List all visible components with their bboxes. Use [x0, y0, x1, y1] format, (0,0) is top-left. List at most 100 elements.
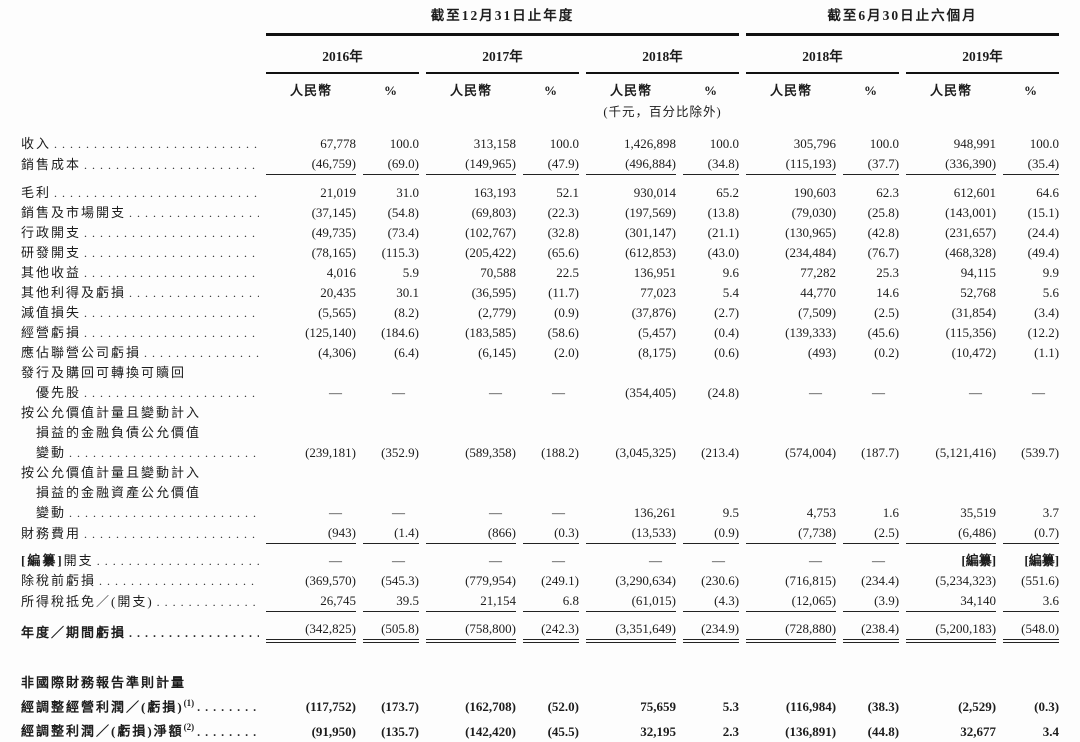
table-row: 年度／期間虧損(342,825)(505.8)(758,800)(242.3)(…: [21, 612, 1060, 643]
cell-percent: (49.4): [1027, 245, 1060, 260]
cell-percent: (249.1): [541, 573, 579, 588]
header-spacer: [21, 36, 259, 74]
cell-percent: [523, 643, 579, 693]
cell-percent: (188.2): [541, 445, 579, 460]
cell-percent: —: [392, 553, 405, 568]
cell-amount: (115,193): [746, 154, 837, 175]
cell-amount: 67,778: [320, 136, 356, 151]
cell-percent: (35.4): [1003, 154, 1060, 175]
cell-amount: (102,767): [465, 225, 516, 240]
cell-percent: —: [392, 385, 405, 400]
cell-amount: (7,509): [798, 305, 837, 320]
dot-leader: [126, 203, 259, 223]
row-label: 按公允價值計量且變動計入 損益的金融資產公允價值 變動: [21, 463, 259, 523]
cell-percent: 100.0: [1029, 136, 1060, 151]
currency-subheader: 人民幣: [289, 83, 332, 98]
cell-percent: (3.4): [1034, 305, 1060, 320]
year-header-row: 2016年 2017年 2018年 2018年 2019年: [21, 36, 1060, 74]
cell-amount: 1,426,898: [624, 136, 676, 151]
cell-amount: (91,950): [311, 723, 356, 739]
cell-amount: (612,853): [625, 245, 676, 260]
cell-percent: (4.3): [683, 591, 740, 612]
dot-leader: [81, 303, 259, 323]
cell-amount: 612,601: [953, 185, 997, 200]
cell-amount: 4,753: [806, 505, 837, 520]
cell-amount: (493): [807, 345, 837, 360]
cell-amount: (301,147): [625, 225, 676, 240]
currency-subheader: 人民幣: [770, 83, 813, 98]
cell-percent: 30.1: [396, 285, 419, 300]
cell-amount: 70,588: [480, 265, 516, 280]
cell-percent: (187.7): [861, 445, 900, 460]
cell-amount: (728,880): [746, 612, 837, 643]
table-row: 所得稅抵免／(開支) 26,745 39.5 21,154 6.8 (61,015) (4.…: [21, 591, 1060, 612]
cell-percent: (213.4): [701, 445, 740, 460]
cell-amount: (61,015): [586, 591, 676, 612]
row-label: 經調整利潤／(虧損)淨額(2): [21, 717, 259, 741]
cell-percent: (54.8): [387, 205, 419, 220]
cell-amount: [426, 643, 516, 693]
cell-amount: (139,333): [785, 325, 837, 340]
cell-amount: —: [329, 385, 342, 400]
cell-amount: (5,234,323): [935, 573, 997, 588]
cell-percent: 3.6: [1003, 591, 1060, 612]
cell-amount: (239,181): [305, 445, 356, 460]
cell-amount: (13,533): [586, 523, 676, 544]
cell-amount: (779,954): [465, 573, 516, 588]
cell-percent: —: [712, 553, 726, 568]
cell-percent: (11.7): [548, 285, 579, 300]
cell-percent: —: [552, 553, 565, 568]
row-label: 其他收益: [21, 263, 259, 283]
cell-amount: [編纂]: [961, 553, 997, 568]
cell-percent: (24.8): [707, 385, 740, 400]
cell-amount: (3,045,325): [615, 445, 676, 460]
cell-percent: (115.3): [381, 245, 419, 260]
cell-amount: [586, 643, 676, 693]
cell-percent: 9.9: [1042, 265, 1060, 280]
cell-amount: (716,815): [785, 573, 837, 588]
cell-amount: (5,565): [318, 305, 356, 320]
cell-percent: 1.6: [882, 505, 900, 520]
cell-percent: 52.1: [556, 185, 579, 200]
cell-percent: (47.9): [523, 154, 579, 175]
percent-subheader: %: [864, 83, 879, 98]
cell-amount: (31,854): [951, 305, 997, 320]
cell-percent: (0.7): [1003, 523, 1060, 544]
table-row: 減值損失 (5,565) (8.2) (2,779) (0.9) (37,876) (2.7…: [21, 303, 1059, 323]
cell-percent: 9.5: [722, 505, 740, 520]
cell-percent: (0.6): [714, 345, 740, 360]
table-row: 其他利得及虧損 20,435 30.1 (36,595) (11.7) 77,023 5.4…: [21, 283, 1059, 303]
cell-percent: (352.9): [381, 445, 419, 460]
cell-amount: (234,484): [785, 245, 837, 260]
cell-percent: (45.6): [867, 325, 900, 340]
dot-leader: [141, 343, 259, 363]
dot-leader: [81, 223, 259, 243]
cell-amount: 136,261: [633, 505, 676, 520]
row-label: 按公允價值計量且變動計入 損益的金融負債公允價值 變動: [21, 403, 259, 463]
cell-percent: [683, 643, 739, 693]
table-header: 截至12月31日止年度 截至6月30日止六個月 2016年 2017年 2018…: [21, 6, 1060, 122]
cell-amount: (496,884): [586, 154, 676, 175]
cell-amount: (125,140): [305, 325, 356, 340]
dot-leader: [81, 155, 259, 175]
cell-percent: —: [872, 385, 886, 400]
cell-percent: (12.2): [1027, 325, 1060, 340]
cell-amount: (46,759): [266, 154, 356, 175]
table-row: 財務費用 (943) (1.4) (866) (0.3) (13,533) (0.9) (7,…: [21, 523, 1060, 544]
cell-amount: (231,657): [945, 225, 997, 240]
table-row: 其他收益 4,016 5.9 70,588 22.5 136,951 9.6 77,282 25…: [21, 263, 1059, 283]
cell-amount: (117,752): [305, 699, 356, 715]
cell-amount: —: [329, 553, 342, 568]
period-interim-header: 截至6月30日止六個月: [746, 6, 1060, 36]
cell-percent: (0.3): [523, 523, 579, 544]
cell-percent: [843, 643, 899, 693]
cell-amount: —: [489, 553, 502, 568]
cell-percent: (13.8): [707, 205, 740, 220]
cell-percent: (242.3): [523, 612, 579, 643]
cell-percent: [編纂]: [1024, 553, 1060, 568]
row-label: 收入: [21, 122, 259, 154]
cell-amount: (336,390): [906, 154, 997, 175]
dot-leader: [96, 571, 259, 591]
cell-percent: (38.3): [867, 699, 900, 715]
